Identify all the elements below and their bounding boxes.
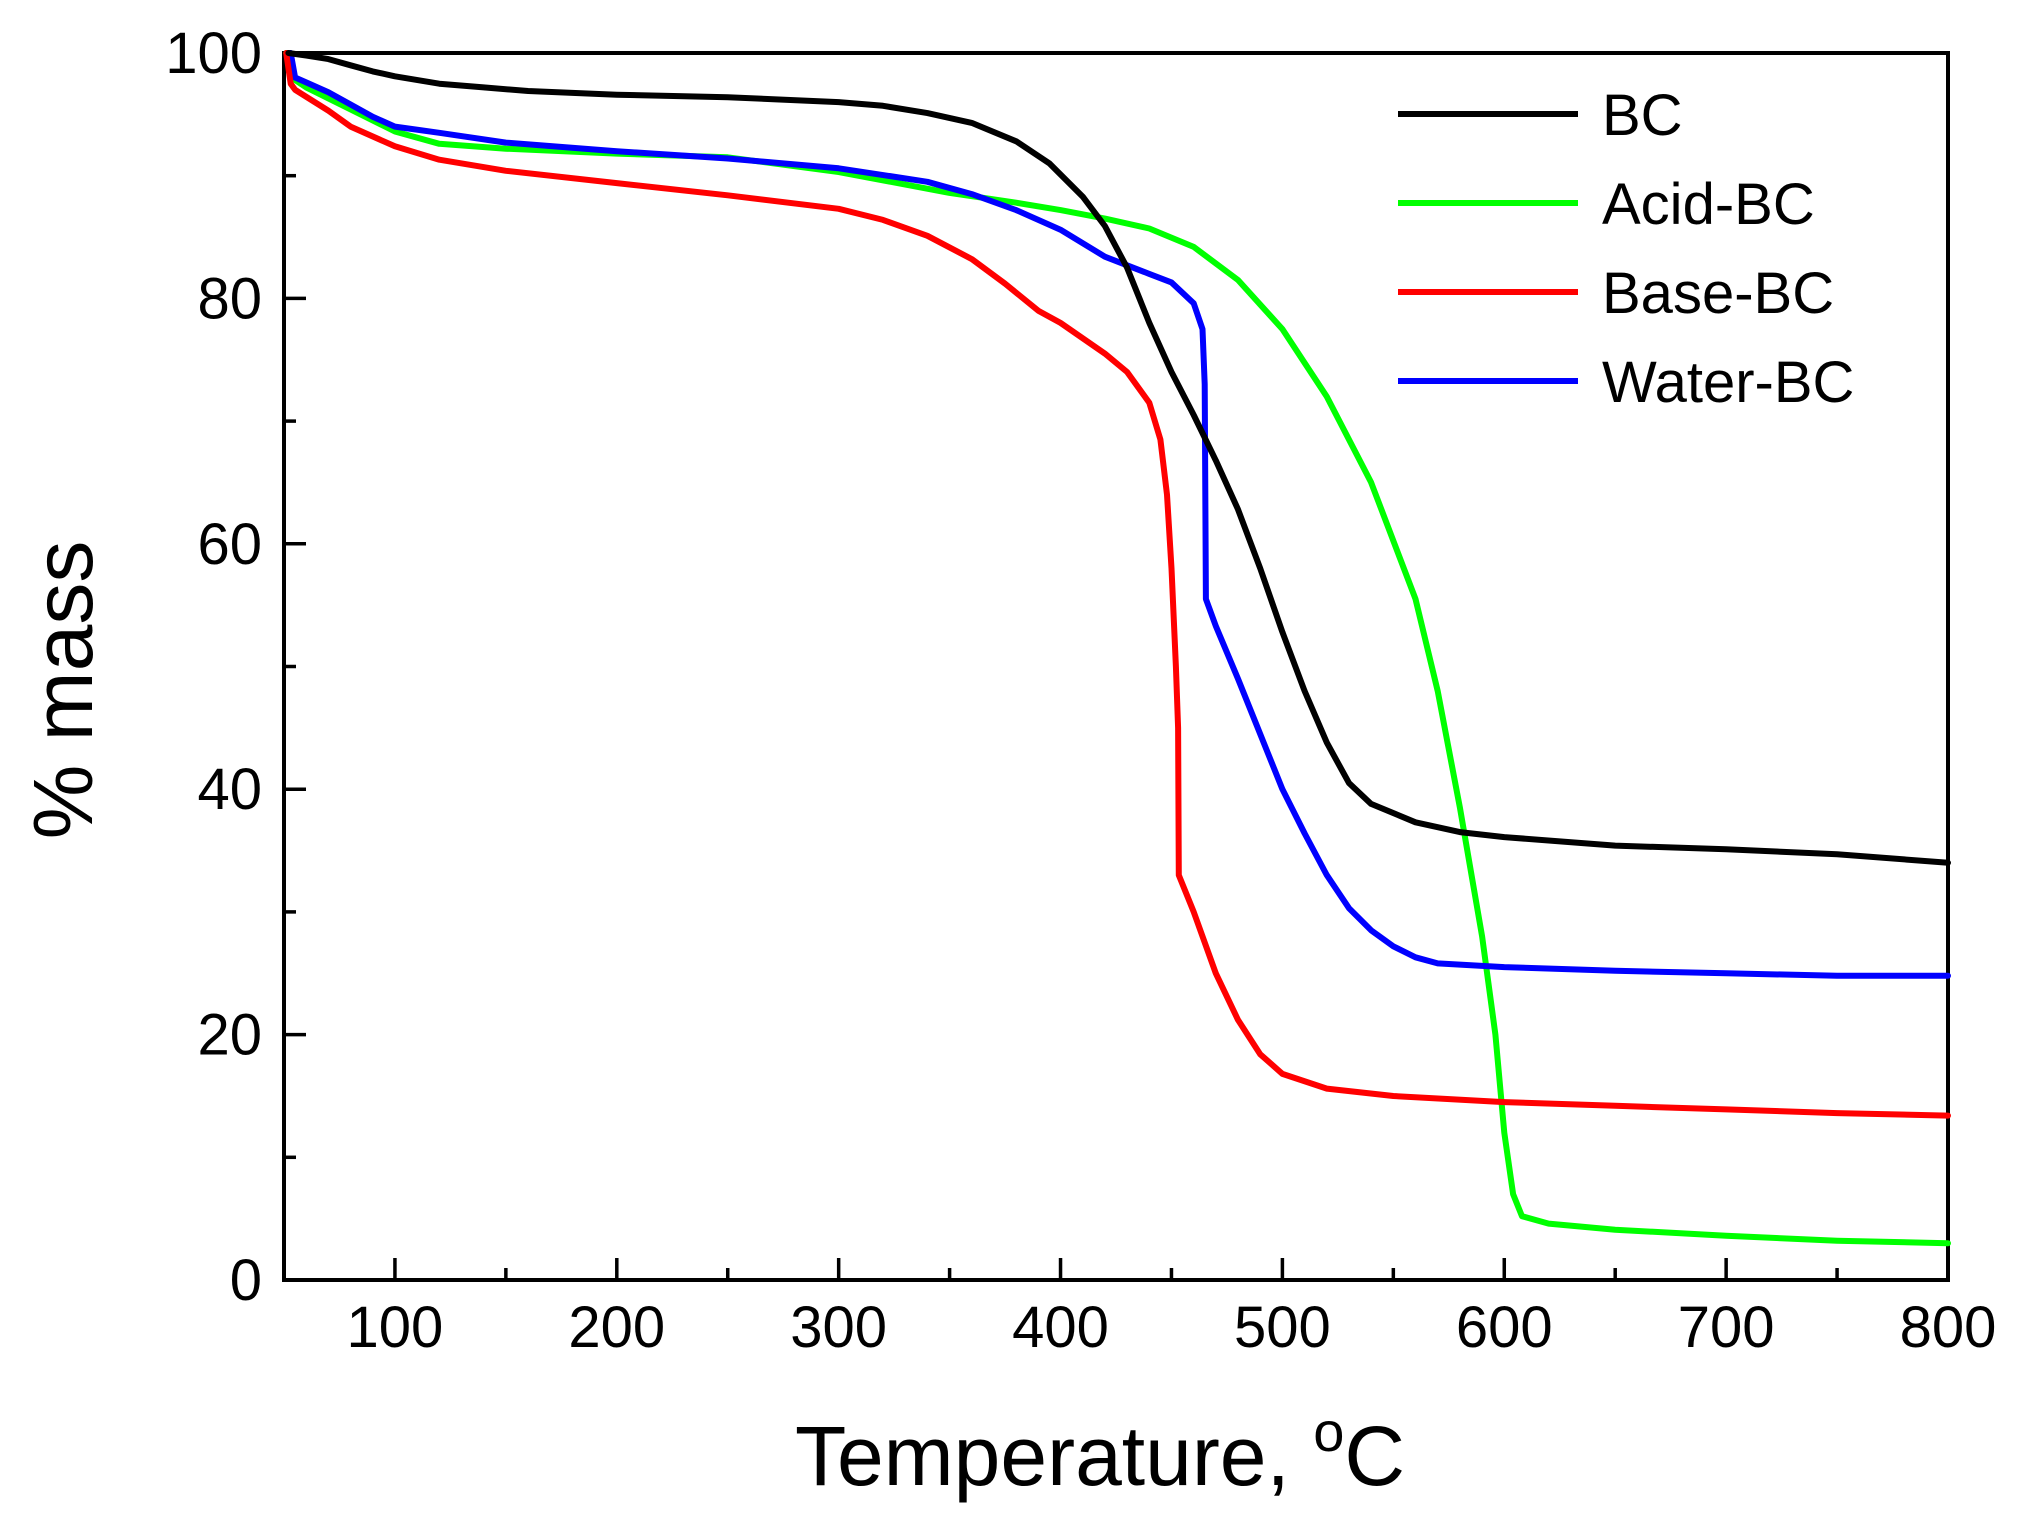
x-tick-label: 600 [1456,1295,1553,1360]
legend-label-bc: BC [1602,83,1683,148]
plot-area [282,51,1950,1282]
legend-label-acid-bc: Acid-BC [1602,172,1815,237]
series-layer [283,50,1951,1247]
y-tick-label: 100 [165,21,262,86]
series-line-water-bc [287,50,1951,979]
x-tick-label: 700 [1678,1295,1775,1360]
series-line-acid-bc [283,50,1951,1247]
y-tick-label: 60 [197,512,262,577]
legend-label-base-bc: Base-BC [1602,261,1834,326]
legend: BC Acid-BC Base-BC Water-BC [1398,83,1854,415]
y-axis-tick-labels: 0 20 40 60 80 100 [165,21,262,1313]
x-tick-label: 800 [1900,1295,1997,1360]
y-axis-title: % mass [16,541,110,840]
x-axis-tick-labels: 100 200 300 400 500 600 700 800 [347,1295,1997,1360]
x-axis-ticks [393,1258,1950,1280]
y-tick-label: 20 [197,1003,262,1068]
y-axis-ticks [284,51,306,1282]
x-tick-label: 100 [347,1295,444,1360]
x-tick-label: 500 [1234,1295,1331,1360]
y-tick-label: 80 [197,266,262,331]
y-tick-label: 40 [197,757,262,822]
series-line-bc [285,50,1951,866]
series-line-base-bc [283,50,1951,1119]
plot-frame [282,51,1950,1282]
x-tick-label: 400 [1012,1295,1109,1360]
x-tick-label: 300 [790,1295,887,1360]
legend-label-water-bc: Water-BC [1602,350,1854,415]
x-tick-label: 200 [568,1295,665,1360]
y-tick-label: 0 [230,1248,262,1313]
x-axis-title: Temperature, oC [795,1400,1405,1503]
